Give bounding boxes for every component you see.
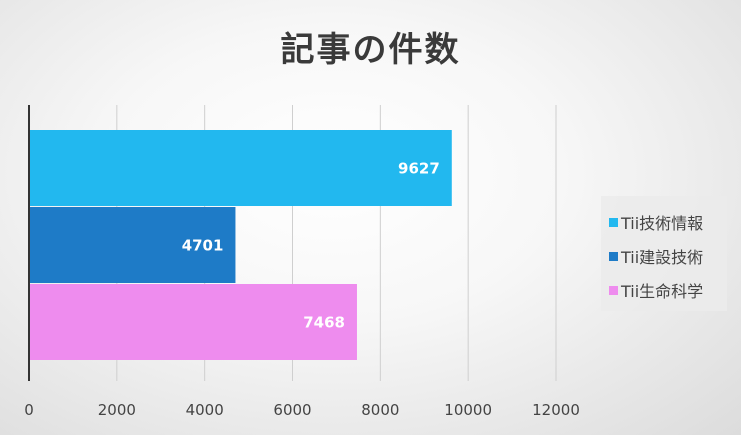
legend-item-3: Tii生命科学 xyxy=(609,278,703,302)
data-label-2: 4701 xyxy=(182,237,224,255)
x-tick-label: 8000 xyxy=(361,401,399,419)
legend: Tii技術情報 Tii建設技術 Tii生命科学 xyxy=(601,196,727,311)
legend-label: Tii生命科学 xyxy=(621,282,704,301)
x-tick-label: 10000 xyxy=(444,401,492,419)
legend-label: Tii建設技術 xyxy=(621,248,704,267)
legend-item-1: Tii技術情報 xyxy=(609,210,703,234)
legend-swatch xyxy=(609,285,618,295)
data-label-1: 9627 xyxy=(398,160,440,178)
x-tick-label: 2000 xyxy=(98,401,136,419)
legend-item-2: Tii建設技術 xyxy=(609,244,703,268)
x-tick-label: 12000 xyxy=(532,401,580,419)
bar-1 xyxy=(29,130,452,206)
bar-3 xyxy=(29,284,357,360)
x-tick-label: 6000 xyxy=(273,401,311,419)
legend-swatch xyxy=(609,251,618,261)
chart-title: 記事の件数 xyxy=(280,30,461,70)
x-tick-label: 4000 xyxy=(186,401,224,419)
legend-label: Tii技術情報 xyxy=(621,214,704,233)
x-tick-label: 0 xyxy=(24,401,34,419)
legend-swatch xyxy=(609,217,618,227)
data-label-3: 7468 xyxy=(303,314,345,332)
bar-2 xyxy=(29,207,236,283)
